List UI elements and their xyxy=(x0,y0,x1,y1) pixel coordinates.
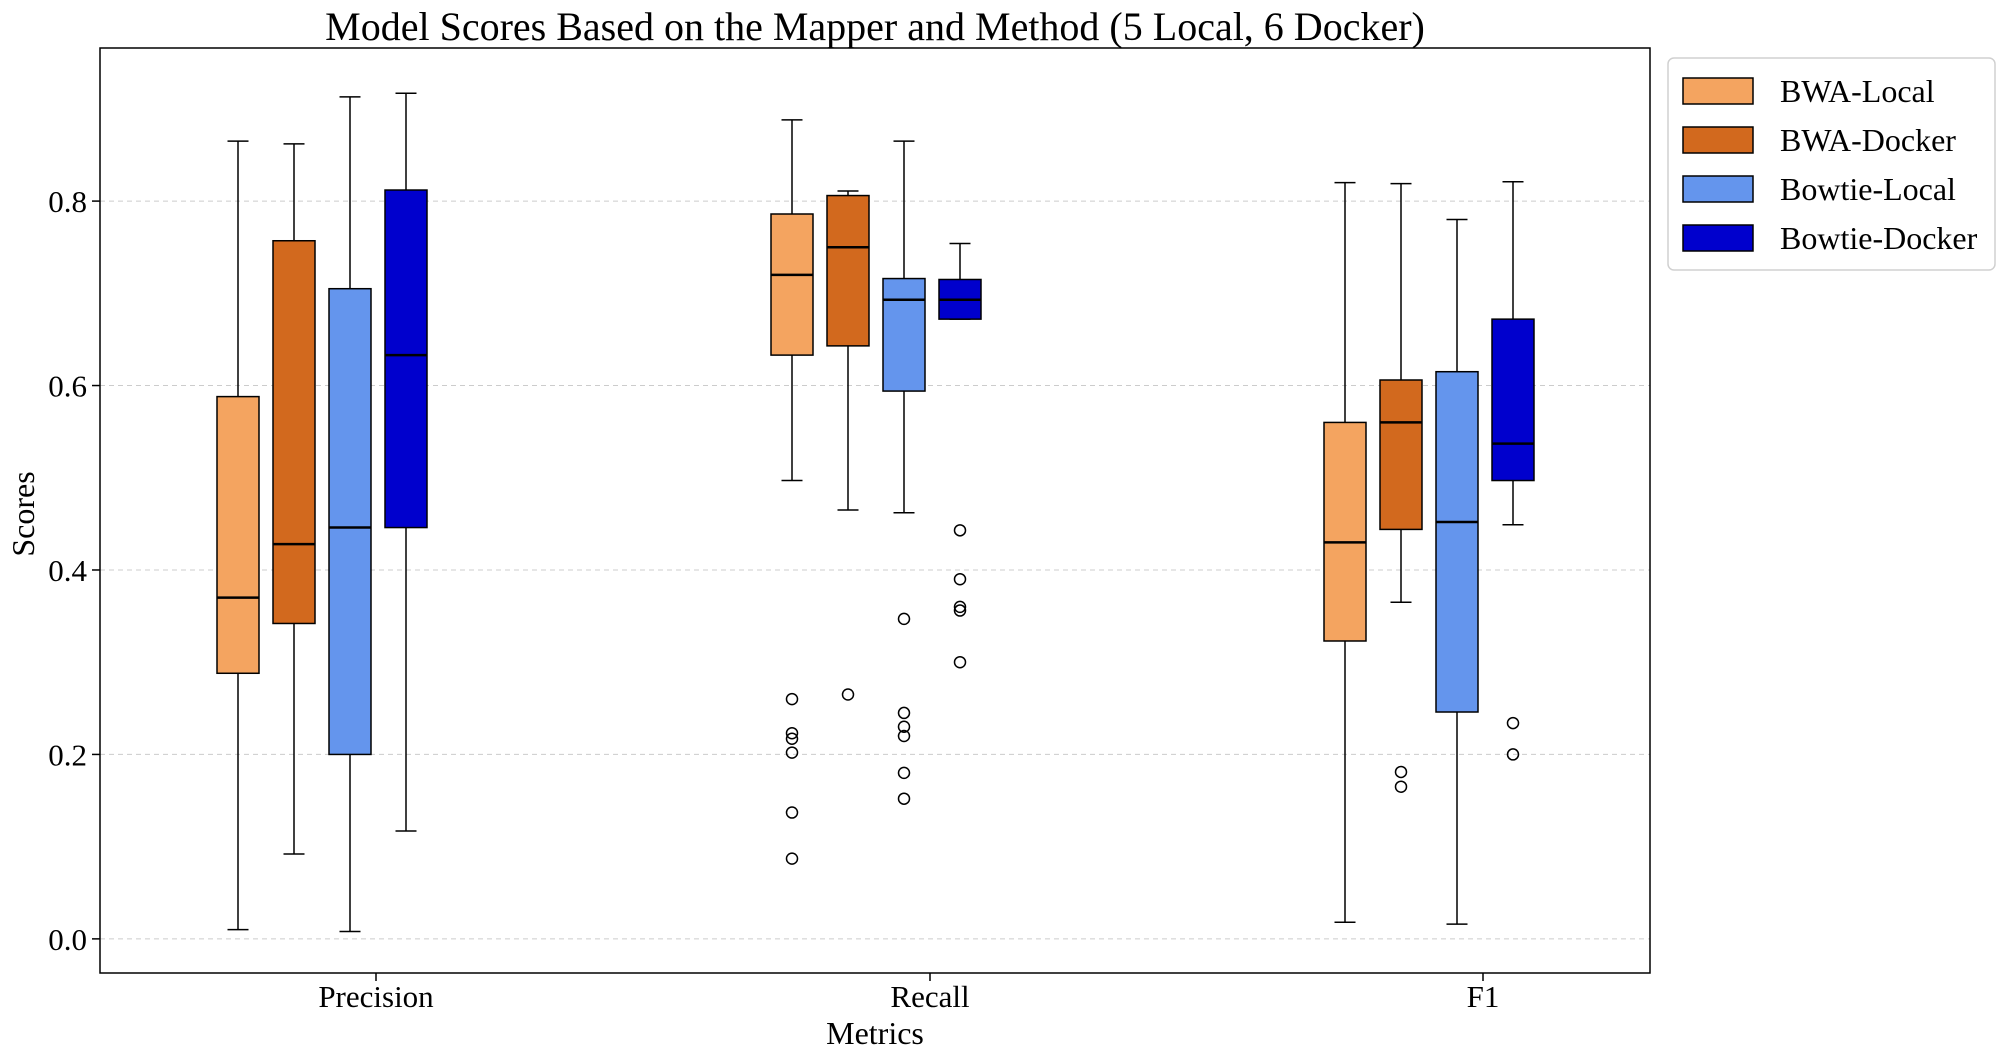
outlier-point xyxy=(953,600,967,614)
box-bwa-docker-recall xyxy=(826,190,870,701)
outlier-point xyxy=(841,688,855,701)
legend-label: BWA-Local xyxy=(1780,73,1935,109)
outlier-point xyxy=(1394,765,1408,779)
x-tick-label: Precision xyxy=(318,979,434,1014)
box-bowtie-local-f1 xyxy=(1435,218,1479,925)
legend-frame xyxy=(1667,57,1996,271)
box-bwa-docker-precision xyxy=(272,143,316,855)
plot-area-frame xyxy=(99,47,1651,974)
legend-swatch xyxy=(1682,77,1754,105)
outlier-point xyxy=(953,572,967,586)
x-tick-label: F1 xyxy=(1467,979,1500,1014)
legend-label: Bowtie-Docker xyxy=(1780,220,1978,256)
outlier-point xyxy=(785,806,799,819)
box-bowtie-docker-f1 xyxy=(1491,180,1535,761)
iqr-box xyxy=(826,194,870,347)
outlier-point xyxy=(953,524,967,537)
outlier-point xyxy=(897,720,911,734)
box-bwa-local-precision xyxy=(216,140,260,931)
box-bowtie-local-precision xyxy=(328,96,372,933)
iqr-box xyxy=(1491,318,1535,482)
outlier-point xyxy=(785,732,799,746)
legend-label: Bowtie-Local xyxy=(1780,171,1956,207)
box-bwa-local-recall xyxy=(770,119,814,865)
legend-swatch xyxy=(1682,126,1754,154)
outlier-point xyxy=(1506,748,1520,761)
outlier-point xyxy=(785,746,799,759)
outlier-point xyxy=(1394,780,1408,793)
outlier-point xyxy=(953,604,967,617)
outlier-point xyxy=(897,792,911,805)
outlier-point xyxy=(897,706,911,720)
box-bowtie-docker-precision xyxy=(384,92,428,832)
y-tick-label: 0.2 xyxy=(48,737,87,772)
iqr-box xyxy=(770,213,814,356)
outlier-point xyxy=(785,852,799,865)
box-groups xyxy=(216,92,1535,933)
x-tick-label: Recall xyxy=(890,979,969,1014)
y-tick-label: 0.6 xyxy=(48,369,87,404)
legend-label: BWA-Docker xyxy=(1780,122,1956,158)
y-tick-label: 0.0 xyxy=(48,922,87,957)
iqr-box xyxy=(1379,379,1423,531)
outlier-point xyxy=(785,692,799,706)
outlier-point xyxy=(897,766,911,780)
box-bowtie-local-recall xyxy=(882,140,926,805)
legend: BWA-Local BWA-Docker Bowtie-Local Bowtie-Do… xyxy=(1667,57,1996,271)
outlier-point xyxy=(1506,716,1520,730)
iqr-box xyxy=(1435,370,1479,713)
legend-swatch xyxy=(1682,224,1754,252)
outlier-point xyxy=(785,726,799,740)
chart-title: Model Scores Based on the Mapper and Met… xyxy=(325,4,1425,49)
outlier-point xyxy=(953,655,967,669)
axis-ticks: 0.0 0.2 0.4 0.6 0.8 Precision Recall F1 xyxy=(48,184,1499,1014)
box-bwa-local-f1 xyxy=(1323,181,1367,924)
iqr-box xyxy=(272,239,316,625)
y-tick-label: 0.8 xyxy=(48,184,87,219)
iqr-box xyxy=(328,287,372,756)
y-axis-label: Scores xyxy=(5,471,41,556)
outlier-point xyxy=(897,612,911,626)
box-bwa-docker-f1 xyxy=(1379,182,1423,793)
legend-swatch xyxy=(1682,175,1754,203)
iqr-box xyxy=(1323,421,1367,642)
iqr-box xyxy=(216,395,260,675)
outlier-point xyxy=(897,729,911,743)
box-bowtie-docker-recall xyxy=(938,242,982,669)
y-tick-label: 0.4 xyxy=(48,553,87,588)
x-axis-label: Metrics xyxy=(826,1015,924,1051)
iqr-box xyxy=(882,277,926,392)
iqr-box xyxy=(384,189,428,529)
